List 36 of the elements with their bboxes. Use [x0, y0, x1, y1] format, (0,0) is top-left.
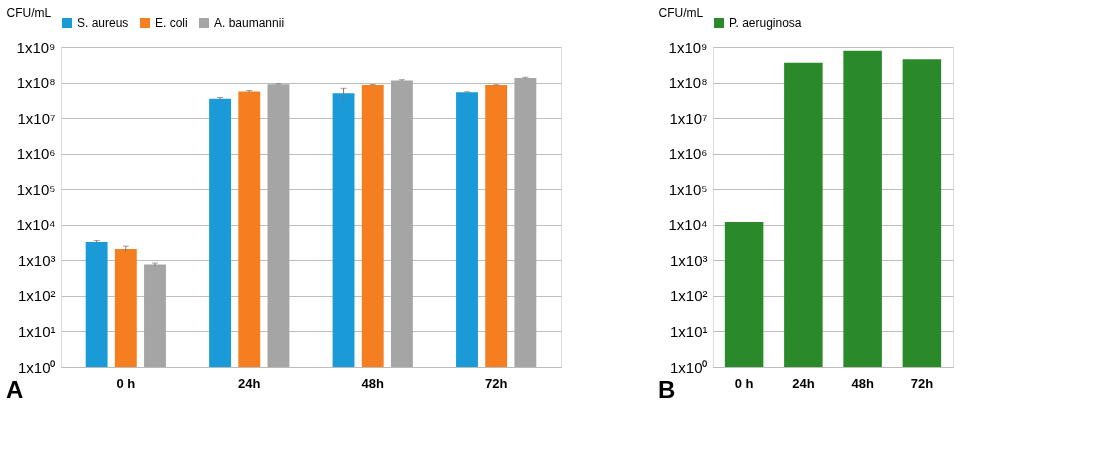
x-tick-label: 48h: [851, 375, 874, 391]
y-tick-label: 1x10²: [669, 287, 708, 305]
y-tick-label: 1x10⁰: [17, 358, 56, 376]
y-tick-label: 1x10¹: [17, 322, 56, 340]
legend-label: A. baumannii: [214, 16, 285, 30]
y-axis-title: CFU/mL: [658, 5, 704, 20]
y-tick-label: 1x10⁸: [668, 74, 708, 92]
y-tick-label: 1x10⁷: [669, 109, 708, 127]
y-tick-label: 1x10⁴: [16, 216, 56, 234]
y-tick-label: 1x10⁹: [16, 38, 56, 56]
x-tick-label: 24h: [238, 375, 261, 391]
y-tick-label: 1x10³: [17, 251, 56, 269]
y-tick-label: 1x10¹: [669, 322, 708, 340]
y-tick-label: 1x10⁷: [17, 109, 56, 127]
text: B: [658, 376, 676, 403]
y-tick-label: 1x10⁴: [668, 216, 708, 234]
legend-label: E. coli: [155, 16, 188, 30]
y-tick-label: 1x10³: [669, 251, 708, 269]
y-tick-label: 1x10²: [17, 287, 56, 305]
y-tick-label: 1x10⁵: [16, 180, 56, 198]
y-tick-label: 1x10⁶: [16, 145, 56, 163]
x-tick-label: 0 h: [734, 375, 754, 391]
x-tick-label: 48h: [361, 375, 384, 391]
y-tick-label: 1x10⁰: [669, 358, 708, 376]
y-tick-label: 1x10⁸: [16, 74, 56, 92]
y-tick-label: 1x10⁶: [668, 145, 708, 163]
legend-label: S. aureus: [77, 16, 129, 30]
text: A: [6, 376, 24, 403]
y-tick-label: 1x10⁹: [668, 38, 708, 56]
x-tick-label: 72h: [484, 375, 508, 391]
y-axis-title: CFU/mL: [6, 5, 52, 20]
legend-label: P. aeruginosa: [729, 16, 802, 30]
x-tick-label: 0 h: [116, 375, 136, 391]
y-tick-label: 1x10⁵: [668, 180, 708, 198]
x-tick-label: 72h: [910, 375, 934, 391]
x-tick-label: 24h: [792, 375, 815, 391]
